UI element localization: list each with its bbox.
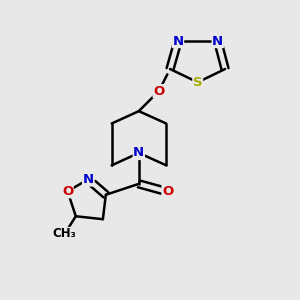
Text: N: N <box>172 34 184 48</box>
Text: O: O <box>162 185 173 198</box>
Text: N: N <box>82 173 94 186</box>
Text: O: O <box>62 185 73 198</box>
Text: N: N <box>133 146 144 159</box>
Text: S: S <box>193 76 202 89</box>
Text: O: O <box>153 85 164 98</box>
Text: N: N <box>212 34 223 48</box>
Text: CH₃: CH₃ <box>53 227 76 240</box>
